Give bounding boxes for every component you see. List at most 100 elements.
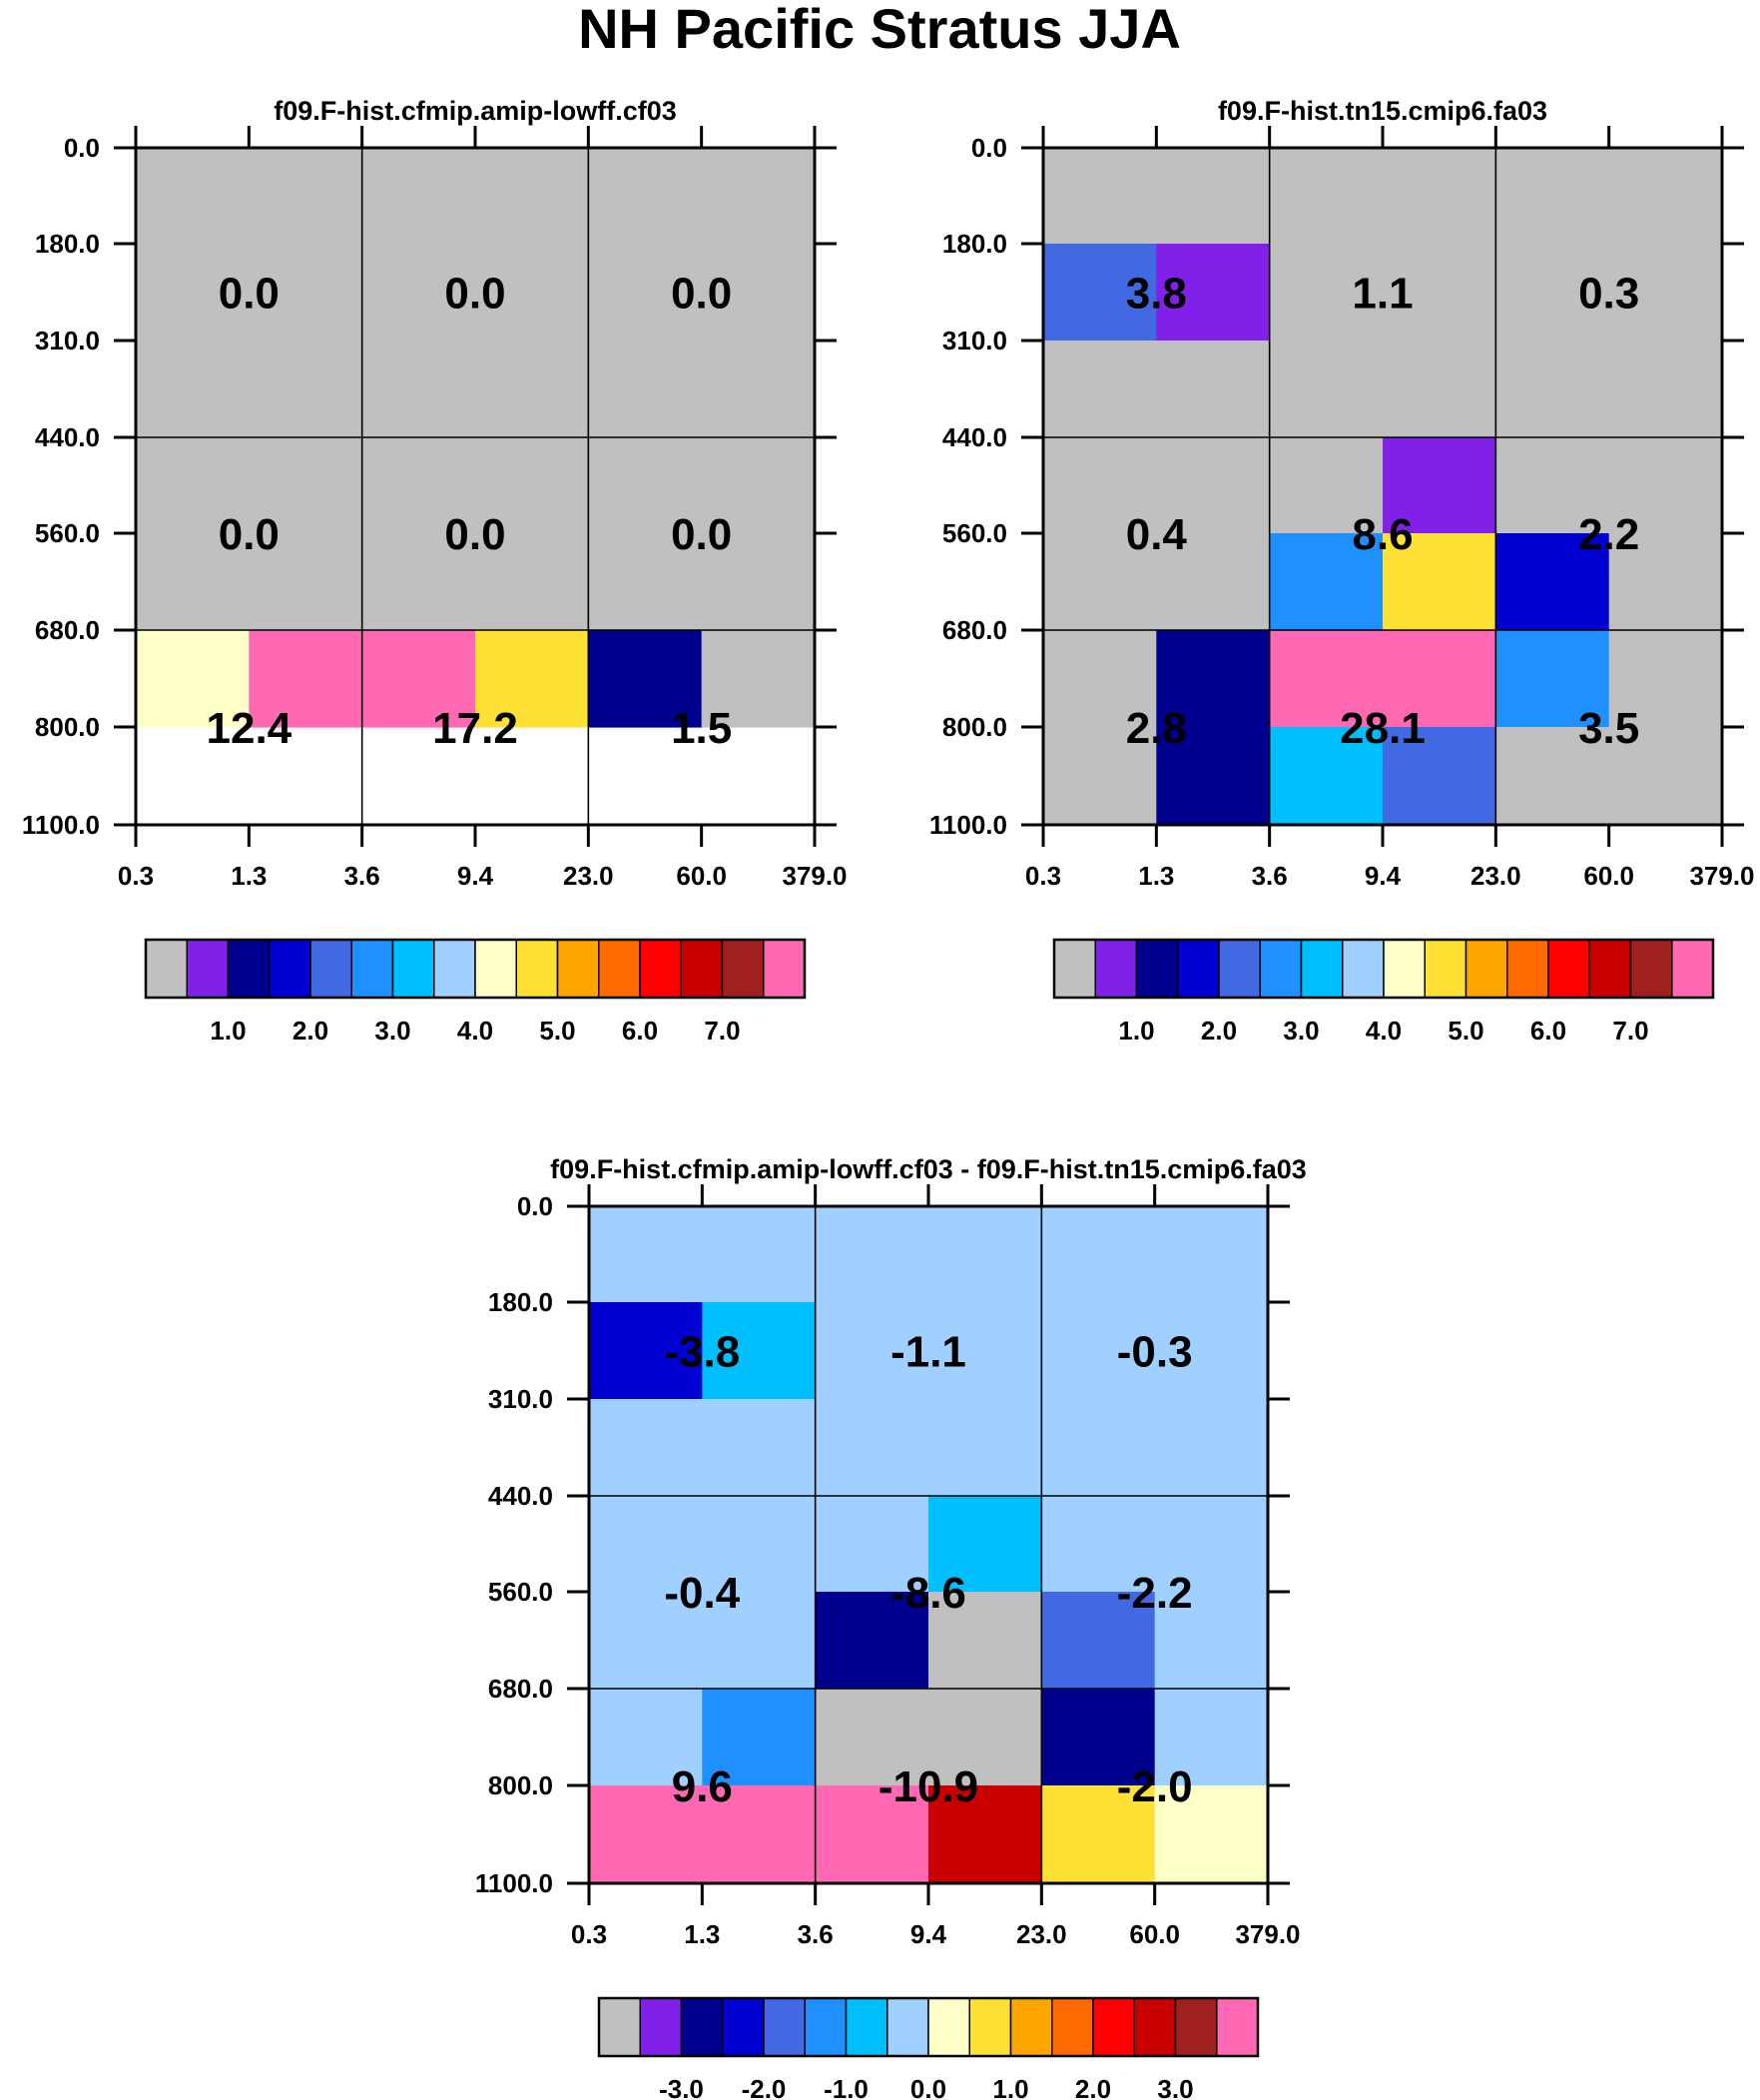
colorbar-swatch — [1174, 1997, 1218, 2057]
colorbar-swatch — [391, 939, 435, 999]
x-tick-label: 3.6 — [344, 861, 380, 891]
heatmap-cell — [588, 533, 703, 631]
colorbar-swatch — [763, 1997, 806, 2057]
colorbar-swatch — [722, 1997, 765, 2057]
cell-value-label: 28.1 — [1340, 704, 1426, 753]
y-tick-label: 440.0 — [488, 1481, 553, 1511]
heatmap-cell — [249, 244, 363, 342]
colorbar-swatch — [639, 939, 682, 999]
colorbar-label: 5.0 — [539, 1016, 575, 1046]
colorbar-swatch — [1671, 939, 1714, 999]
colorbar-swatch — [1383, 939, 1426, 999]
heatmap-cell — [1043, 533, 1157, 631]
x-tick-label: 3.6 — [798, 1919, 834, 1949]
heatmap-cell — [928, 1206, 1042, 1303]
x-tick-label: 1.3 — [1138, 861, 1174, 891]
heatmap-cell — [589, 1785, 703, 1884]
colorbar-swatch — [1506, 939, 1549, 999]
x-tick-label: 1.3 — [684, 1919, 720, 1949]
heatmap-cell — [701, 437, 816, 534]
colorbar-swatch — [309, 939, 352, 999]
colorbar-swatch — [186, 939, 230, 999]
heatmap-cell — [928, 1399, 1042, 1497]
heatmap-cell — [1154, 1785, 1269, 1884]
heatmap-cell — [1041, 1399, 1156, 1497]
colorbar-label: 0.0 — [910, 2074, 946, 2100]
heatmap-cell — [1383, 148, 1496, 245]
heatmap-cell — [589, 1399, 703, 1497]
heatmap-cell — [702, 1206, 817, 1303]
heatmap-cell — [702, 1496, 817, 1593]
cell-value-label: 0.3 — [1578, 270, 1639, 319]
heatmap-cell — [1608, 727, 1723, 826]
colorbar-label: 4.0 — [457, 1016, 493, 1046]
cell-value-label: 0.0 — [444, 510, 505, 559]
y-tick-label: 0.0 — [517, 1191, 553, 1221]
colorbar-swatch — [515, 939, 559, 999]
y-tick-label: 680.0 — [35, 615, 100, 645]
cell-value-label: 2.2 — [1578, 510, 1639, 559]
y-tick-label: 0.0 — [971, 133, 1007, 163]
heatmap-cell — [928, 1496, 1042, 1593]
heatmap-cell — [249, 533, 363, 631]
heatmap-cell — [1154, 1689, 1269, 1786]
colorbar-swatch — [1133, 1997, 1177, 2057]
heatmap-cell — [1269, 533, 1384, 631]
colorbar-swatch — [1259, 939, 1303, 999]
colorbar-swatch — [927, 1997, 970, 2057]
heatmap-cell — [1383, 341, 1496, 438]
heatmap-cell — [702, 1689, 817, 1786]
colorbar-label: 2.0 — [1201, 1016, 1237, 1046]
heatmap-cell — [701, 533, 816, 631]
heatmap-cell — [361, 341, 476, 438]
y-tick-label: 680.0 — [488, 1674, 553, 1704]
heatmap-cell — [589, 1592, 703, 1690]
heatmap-cell — [361, 533, 476, 631]
heatmap-cell — [361, 148, 476, 245]
heatmap-cell — [701, 148, 816, 245]
colorbar-swatch — [1135, 939, 1179, 999]
heatmap-cell — [361, 630, 476, 728]
colorbar-swatch — [1424, 939, 1467, 999]
colorbar-swatch — [1588, 939, 1632, 999]
heatmap-cell — [1383, 630, 1496, 728]
heatmap-cell — [1383, 727, 1496, 826]
heatmap-cell — [928, 1592, 1042, 1690]
cell-value-label: -2.0 — [1117, 1762, 1193, 1811]
heatmap-cell — [1495, 244, 1610, 342]
colorbar-swatch — [1300, 939, 1344, 999]
x-tick-label: 60.0 — [1129, 1919, 1180, 1949]
y-tick-label: 310.0 — [488, 1384, 553, 1414]
heatmap-cell — [1041, 1206, 1156, 1303]
heatmap-cell — [701, 341, 816, 438]
cell-value-label: -10.9 — [879, 1762, 978, 1811]
x-tick-label: 0.3 — [1025, 861, 1061, 891]
colorbar-swatch — [1216, 1997, 1259, 2057]
heatmap-cell — [928, 1689, 1042, 1786]
heatmap-cell — [1608, 630, 1723, 728]
heatmap-cell — [815, 1399, 929, 1497]
cell-value-label: -0.3 — [1117, 1328, 1193, 1377]
colorbar-swatch — [598, 939, 641, 999]
heatmap-cell — [1043, 727, 1157, 826]
heatmap-cell — [1156, 341, 1271, 438]
panel-title: f09.F-hist.cfmip.amip-lowff.cf03 - f09.F… — [550, 1154, 1307, 1184]
heatmap-cell — [1269, 437, 1384, 534]
heatmap-cell — [249, 437, 363, 534]
y-tick-label: 1100.0 — [929, 810, 1007, 840]
x-tick-label: 60.0 — [676, 861, 727, 891]
heatmap-cell — [1495, 727, 1610, 826]
heatmap-cell — [1043, 244, 1157, 342]
y-tick-label: 0.0 — [64, 133, 100, 163]
colorbar-swatch — [474, 939, 517, 999]
heatmap-cell — [1154, 1302, 1269, 1400]
heatmap-cell — [475, 341, 589, 438]
y-tick-label: 440.0 — [35, 422, 100, 452]
heatmap-cell — [1156, 630, 1271, 728]
colorbar-label: 3.0 — [1157, 2074, 1193, 2100]
heatmap-cell — [361, 244, 476, 342]
heatmap-cell — [1041, 1496, 1156, 1593]
cell-value-label: 1.1 — [1352, 270, 1413, 319]
colorbar-frame — [144, 938, 807, 1000]
